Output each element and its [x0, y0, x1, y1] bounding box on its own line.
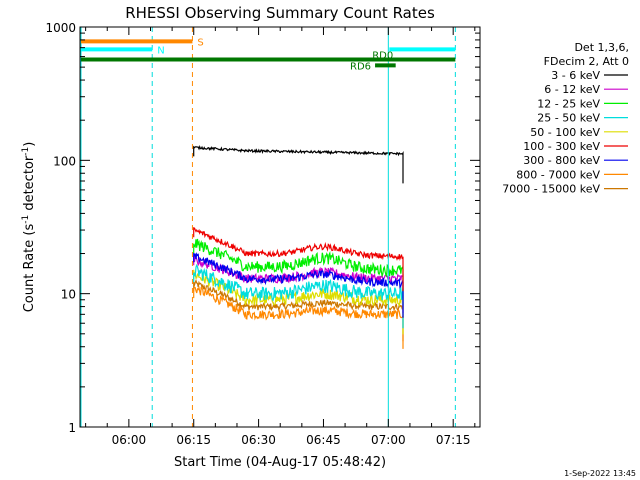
legend-header-line-1: Det 1,3,6,	[574, 41, 629, 54]
status-bar-label-rd0: RD0	[372, 51, 393, 62]
y-axis-label-part-2: detector	[22, 155, 37, 215]
x-tick-label-4: 06:45	[306, 433, 341, 447]
x-tick-label-3: 06:30	[241, 433, 276, 447]
series-line-5	[193, 269, 404, 335]
legend-label-1: 3 - 6 keV	[551, 69, 600, 82]
status-bar-label-n: N	[157, 45, 164, 56]
series-line-9	[193, 278, 404, 342]
legend-label-3: 12 - 25 keV	[537, 97, 600, 110]
generation-timestamp: 1-Sep-2022 13:45	[564, 469, 636, 478]
x-tick-label-5: 07:00	[371, 433, 406, 447]
y-tick-label-4: 1000	[45, 21, 76, 35]
series-line-3	[193, 238, 404, 305]
y-axis-label-part-3: )	[22, 142, 37, 147]
series-line-8	[193, 285, 404, 349]
x-tick-label-6: 07:15	[436, 433, 471, 447]
x-tick-label-2: 06:15	[176, 433, 211, 447]
y-axis-label: Count Rate (s-1 detector-1)	[21, 142, 37, 313]
status-bar-label-rd6: RD6	[350, 61, 371, 72]
series-line-7	[193, 252, 404, 318]
legend-label-4: 25 - 50 keV	[537, 112, 600, 125]
plot-frame	[79, 26, 481, 428]
chart-title: RHESSI Observing Summary Count Rates	[125, 4, 435, 22]
legend-header-line-2: FDecim 2, Att 0	[544, 55, 629, 68]
legend-label-7: 300 - 800 keV	[523, 154, 600, 167]
status-bar-label-s: S	[197, 37, 203, 48]
y-tick-label-3: 100	[53, 154, 76, 168]
x-axis-label: Start Time (04-Aug-17 05:48:42)	[174, 455, 386, 470]
series-line-4	[193, 263, 404, 329]
legend-label-6: 100 - 300 keV	[523, 140, 600, 153]
y-axis-label-sup-1: -1	[21, 215, 31, 224]
y-axis-label-sup-2: -1	[21, 147, 31, 156]
legend-label-2: 6 - 12 keV	[544, 83, 600, 96]
legend-label-5: 50 - 100 keV	[530, 126, 600, 139]
axis-layer: 06:00 06:15 06:30 06:45 07:00 07:15 1 10 100 1000	[45, 21, 480, 447]
legend-label-8: 800 - 7000 keV	[516, 168, 600, 181]
series-line-1	[193, 144, 404, 184]
y-axis-label-part-1: Count Rate (s	[22, 224, 37, 313]
y-tick-label-1: 1	[68, 421, 76, 435]
series-line-6	[193, 227, 404, 292]
data-layer	[193, 144, 404, 349]
y-tick-label-2: 10	[61, 288, 76, 302]
legend-label-9: 7000 - 15000 keV	[502, 183, 600, 196]
x-tick-label-1: 06:00	[112, 433, 147, 447]
